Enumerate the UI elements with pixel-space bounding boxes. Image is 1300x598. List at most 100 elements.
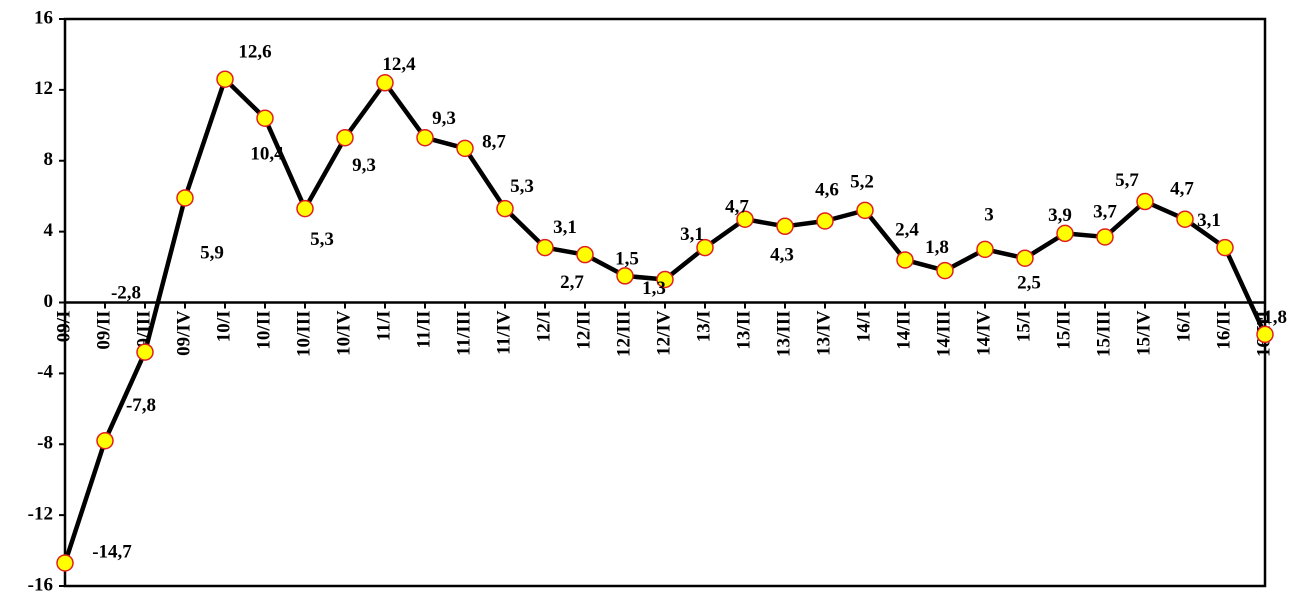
data-label: 4,7 — [1170, 179, 1194, 200]
marker — [656, 270, 674, 289]
data-label: 5,7 — [1115, 170, 1139, 191]
x-tick-label: 10/I — [213, 311, 234, 343]
x-tick-label: 10/IV — [333, 310, 354, 356]
data-label: 5,2 — [850, 172, 874, 193]
x-tick-label: 15/II — [1053, 311, 1074, 350]
marker — [336, 128, 354, 147]
marker — [816, 212, 834, 230]
x-tick-label: 15/IV — [1133, 310, 1154, 356]
x-tick-label: 10/II — [253, 311, 274, 350]
marker — [1136, 192, 1154, 211]
data-label: 2,4 — [895, 219, 919, 240]
marker — [456, 139, 474, 158]
data-label: 9,3 — [352, 155, 376, 176]
x-tick-label: 09/II — [93, 311, 114, 350]
data-label: 12,6 — [238, 42, 271, 63]
x-tick-label: 11/I — [373, 311, 394, 342]
data-label: -14,7 — [92, 541, 132, 562]
x-tick-label: 12/IV — [653, 310, 674, 356]
data-label: 4,7 — [725, 197, 749, 218]
x-tick-label: 14/I — [853, 311, 874, 343]
data-label: -1,8 — [1257, 307, 1287, 328]
data-label: 4,3 — [770, 245, 794, 266]
x-tick-label: 13/I — [693, 311, 714, 343]
data-label: 8,7 — [482, 132, 506, 153]
data-label: 5,3 — [510, 176, 534, 197]
data-label: 10,4 — [250, 144, 284, 165]
x-tick-label: 16/I — [1173, 311, 1194, 343]
x-tick-label: 14/III — [933, 311, 954, 357]
data-label: 5,3 — [310, 229, 334, 250]
x-tick-label: 12/III — [613, 311, 634, 357]
marker — [136, 343, 154, 361]
x-tick-label: 14/IV — [973, 310, 994, 356]
x-tick-label: 14/II — [893, 311, 914, 350]
marker — [296, 199, 314, 218]
y-tick-label: -4 — [37, 362, 53, 383]
data-label: 1,5 — [615, 248, 639, 269]
marker — [576, 245, 594, 264]
marker — [56, 554, 74, 572]
y-tick-label: 12 — [34, 78, 53, 99]
data-label: 12,4 — [382, 54, 416, 75]
data-label: -7,8 — [126, 395, 156, 416]
marker — [1096, 228, 1114, 246]
x-tick-label: 12/I — [533, 311, 554, 343]
x-tick-label: 11/III — [453, 311, 474, 356]
marker — [976, 240, 994, 259]
x-tick-label: 09/IV — [173, 310, 194, 356]
marker — [1056, 224, 1074, 243]
data-label: 2,7 — [560, 272, 584, 293]
data-label: 1,8 — [925, 237, 949, 258]
x-tick-label: 13/III — [773, 311, 794, 357]
marker — [616, 267, 634, 285]
marker — [496, 199, 514, 218]
data-label: 3,7 — [1093, 201, 1117, 222]
marker — [1256, 325, 1274, 344]
marker — [536, 238, 554, 257]
marker — [1176, 210, 1194, 228]
y-tick-label: 16 — [34, 7, 53, 28]
data-label: 2,5 — [1017, 273, 1041, 294]
marker — [696, 238, 714, 257]
y-tick-label: -16 — [28, 574, 53, 595]
x-tick-label: 16/II — [1213, 311, 1234, 350]
x-tick-label: 13/II — [733, 311, 754, 350]
marker — [936, 261, 954, 280]
y-tick-label: 4 — [44, 220, 54, 241]
data-label: 5,9 — [200, 242, 224, 263]
marker — [1216, 238, 1234, 257]
data-label: 4,6 — [815, 179, 839, 200]
data-label: 3 — [984, 205, 994, 226]
marker — [1016, 249, 1034, 267]
marker — [96, 431, 114, 450]
marker — [736, 210, 754, 228]
y-tick-label: -12 — [28, 503, 53, 524]
y-tick-label: -8 — [37, 433, 53, 454]
data-label: 3,9 — [1048, 205, 1072, 226]
marker — [416, 128, 434, 147]
x-tick-label: 11/II — [413, 311, 434, 349]
data-label: 1,3 — [642, 278, 666, 299]
x-tick-label: 11/IV — [493, 310, 514, 355]
marker — [256, 109, 274, 127]
data-label: 3,1 — [553, 217, 577, 238]
x-tick-label: 09/I — [53, 311, 74, 343]
x-tick-label: 15/III — [1093, 311, 1114, 357]
marker — [216, 70, 234, 88]
marker — [896, 251, 914, 269]
marker — [376, 74, 394, 92]
data-label: 3,1 — [1197, 210, 1221, 231]
marker — [776, 217, 794, 236]
x-tick-label: 13/IV — [813, 310, 834, 356]
marker — [856, 201, 874, 220]
marker — [176, 189, 194, 207]
x-tick-label: 12/II — [573, 311, 594, 350]
x-tick-label: 10/III — [293, 311, 314, 357]
x-tick-label: 15/I — [1013, 311, 1034, 343]
data-label: -2,8 — [111, 282, 141, 303]
data-label: 9,3 — [432, 108, 456, 129]
data-label: 3,1 — [680, 224, 704, 245]
y-tick-label: 0 — [44, 291, 54, 312]
